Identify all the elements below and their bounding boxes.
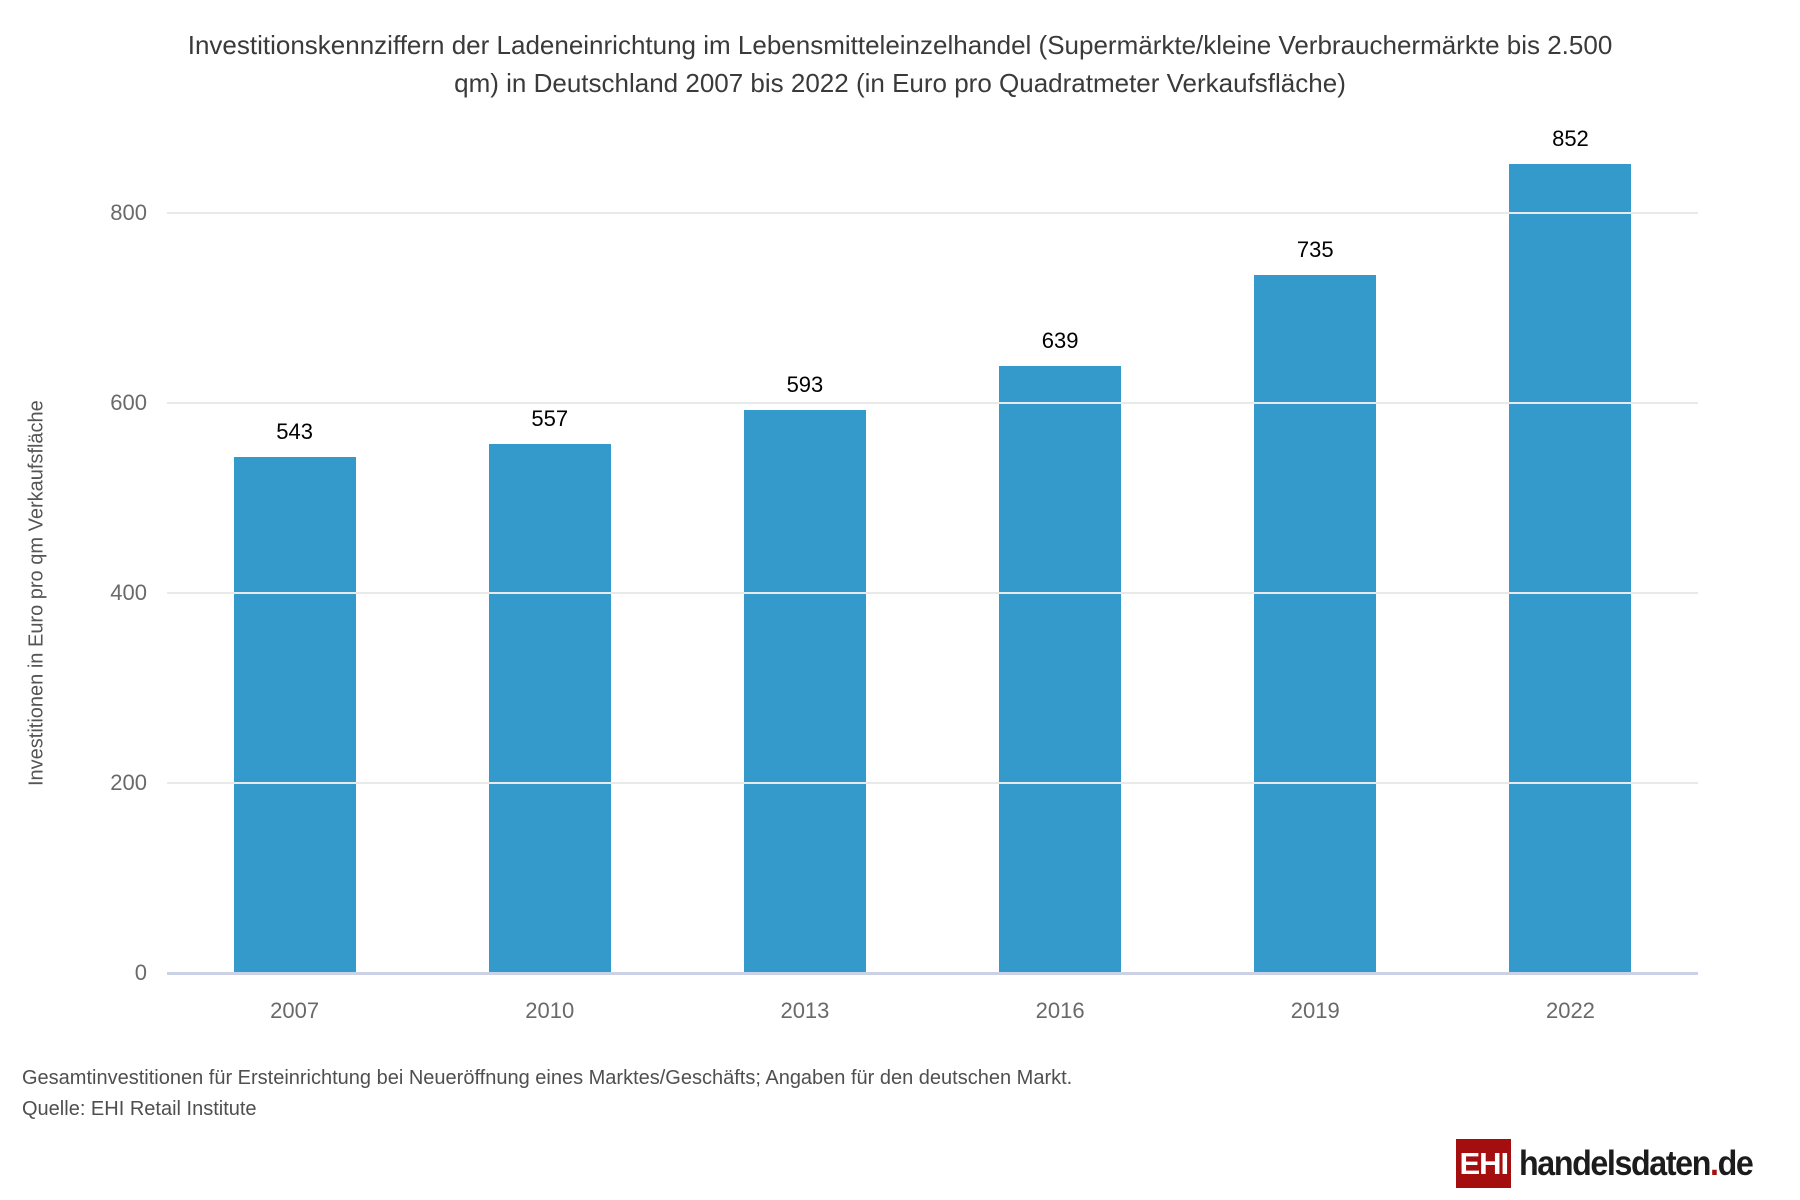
bar-2007: 543 <box>233 419 356 973</box>
y-tick-label-200: 200 <box>110 770 147 795</box>
logo-domain: handelsdaten <box>1519 1143 1711 1183</box>
bar-slot-2019: 735 <box>1188 213 1443 973</box>
x-tick-label-2013: 2013 <box>780 998 830 1023</box>
footnote-description: Gesamtinvestitionen für Ersteinrichtung … <box>22 1067 1073 1089</box>
y-tick-label-400: 400 <box>110 580 147 605</box>
bar-value-label-2010: 557 <box>531 405 569 431</box>
x-tick-label-2019: 2019 <box>1290 998 1340 1023</box>
bar-value-label-2019: 735 <box>1296 236 1334 262</box>
logo-dot: . <box>1710 1143 1719 1183</box>
logo-wordmark: handelsdaten.de <box>1519 1143 1754 1184</box>
bar-slot-2016: 639 <box>933 213 1188 973</box>
y-tick-label-0: 0 <box>134 960 147 985</box>
gridline-600 <box>167 402 1698 404</box>
bar-value-label-2013: 593 <box>786 371 824 397</box>
bar-slot-2022: 852 <box>1443 126 1698 973</box>
bar-slot-2013: 593 <box>677 213 932 973</box>
plot-area: 543 557 593 639 735 852 <box>167 126 1698 975</box>
logo-tld: de <box>1717 1143 1754 1183</box>
x-axis-line <box>167 971 1698 975</box>
ehi-logo-badge: EHI <box>1456 1139 1512 1188</box>
bar-value-label-2007: 543 <box>276 419 313 445</box>
bar-2022: 852 <box>1509 126 1632 973</box>
bar-2019: 735 <box>1254 237 1377 973</box>
y-tick-label-600: 600 <box>110 390 147 415</box>
x-axis-labels: 2007 2010 2013 2016 2019 2022 <box>167 998 1698 1024</box>
bar-slot-2007: 543 <box>167 213 422 973</box>
footnote-source: Quelle: EHI Retail Institute <box>22 1098 257 1120</box>
x-tick-label-2016: 2016 <box>1035 998 1085 1023</box>
ehi-handelsdaten-logo: EHI handelsdaten.de <box>1456 1139 1773 1188</box>
bar-2010: 557 <box>488 406 611 973</box>
bar-2016: 639 <box>999 328 1122 973</box>
bar-value-label-2016: 639 <box>1041 327 1079 353</box>
bar-slot-2010: 557 <box>422 213 677 973</box>
gridline-400 <box>167 592 1698 594</box>
bar-2013: 593 <box>743 372 866 973</box>
x-tick-label-2022: 2022 <box>1545 998 1595 1023</box>
bars-row: 543 557 593 639 735 852 <box>167 126 1698 973</box>
y-tick-label-800: 800 <box>110 200 147 225</box>
x-tick-label-2010: 2010 <box>525 998 575 1023</box>
x-tick-label-2007: 2007 <box>270 998 320 1023</box>
footnotes: Gesamtinvestitionen für Ersteinrichtung … <box>22 1063 1072 1125</box>
bar-value-label-2022: 852 <box>1552 125 1589 151</box>
chart-title: Investitionskennziffern der Ladeneinrich… <box>187 30 1613 98</box>
gridline-800 <box>167 212 1698 214</box>
gridline-200 <box>167 782 1698 784</box>
